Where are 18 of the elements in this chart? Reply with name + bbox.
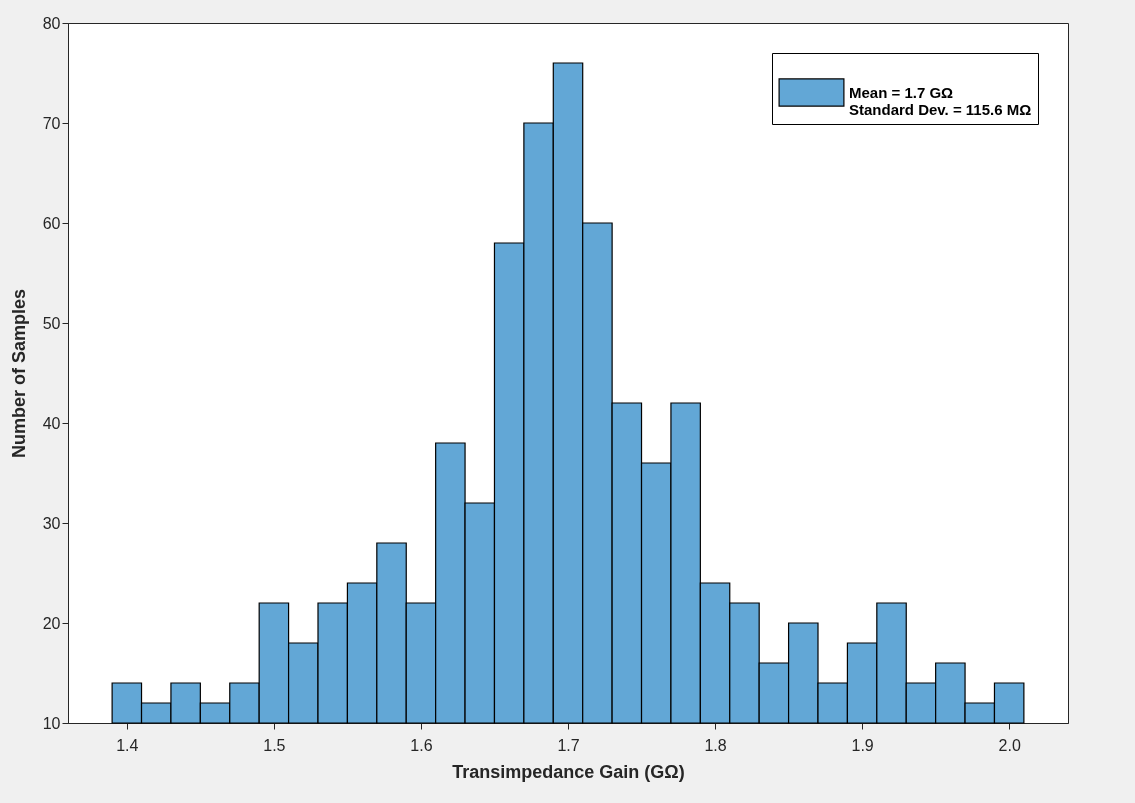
x-tick-label: 1.5: [263, 736, 286, 754]
y-tick-label: 60: [42, 214, 61, 232]
y-tick-label: 50: [42, 314, 61, 332]
x-tick-label: 1.4: [116, 736, 139, 754]
y-tick-label: 70: [42, 114, 61, 132]
x-tick-label: 1.9: [851, 736, 874, 754]
x-tick-label: 1.7: [557, 736, 580, 754]
x-tick-label: 2.0: [998, 736, 1021, 754]
legend-label: Mean = 1.7 GΩ Standard Dev. = 115.6 MΩ: [849, 83, 1032, 118]
y-axis-title: Number of Samples: [8, 288, 29, 459]
x-axis-title: Transimpedance Gain (GΩ): [452, 761, 685, 782]
y-tick-label: 10: [42, 714, 61, 732]
x-tick-label: 1.8: [704, 736, 727, 754]
y-tick-label: 30: [42, 514, 61, 532]
x-tick-label: 1.6: [410, 736, 433, 754]
y-tick-label: 40: [42, 414, 61, 432]
y-tick-label: 80: [42, 14, 61, 32]
y-tick-label: 20: [42, 614, 61, 632]
